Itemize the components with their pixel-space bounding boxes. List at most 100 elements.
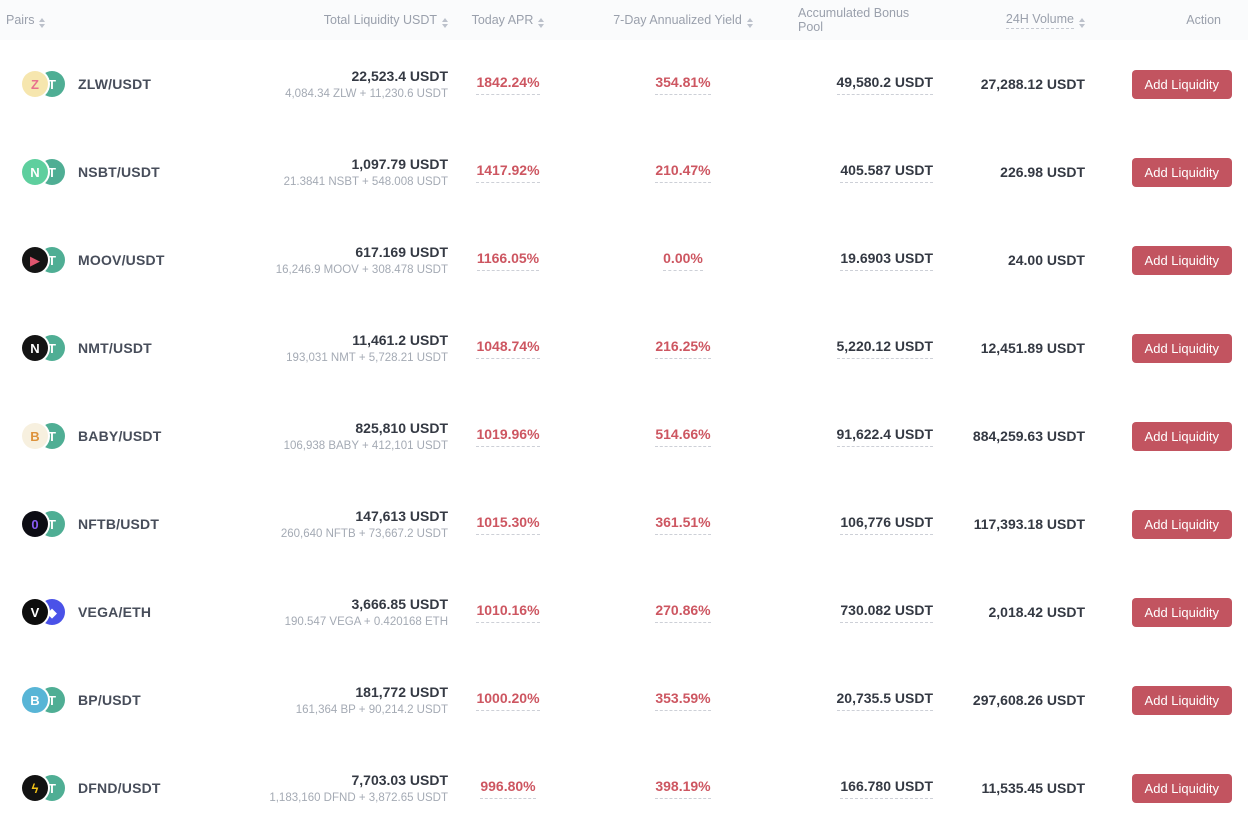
add-liquidity-button[interactable]: Add Liquidity [1131, 157, 1232, 187]
liquidity-composition: 190.547 VEGA + 0.420168 ETH [284, 616, 448, 628]
base-token-icon: V [22, 599, 48, 625]
pool-row: Z T ZLW/USDT 22,523.4 USDT 4,084.34 ZLW … [0, 40, 1248, 128]
liquidity-composition: 193,031 NMT + 5,728.21 USDT [286, 352, 448, 364]
today-apr-value: 1842.24% [476, 74, 540, 95]
bonus-pool-value: 730.082 USDT [840, 602, 933, 623]
pair-name: VEGA/ETH [78, 604, 152, 620]
base-token-icon: ϟ [22, 775, 48, 801]
action-cell: Add Liquidity [1085, 69, 1248, 99]
column-header-label: Accumulated Bonus Pool [798, 6, 910, 34]
bonus-pool-cell: 166.780 USDT [798, 778, 933, 799]
add-liquidity-button[interactable]: Add Liquidity [1131, 245, 1232, 275]
liquidity-composition: 4,084.34 ZLW + 11,230.6 USDT [285, 88, 448, 100]
total-liquidity-cell: 617.169 USDT 16,246.9 MOOV + 308.478 USD… [230, 244, 448, 276]
7day-yield-cell: 270.86% [568, 602, 798, 623]
total-liquidity-value: 22,523.4 USDT [351, 68, 449, 84]
today-apr-cell: 1166.05% [448, 250, 568, 271]
total-liquidity-value: 181,772 USDT [355, 684, 448, 700]
base-token-icon: Z [22, 71, 48, 97]
sort-icon [442, 17, 448, 28]
action-cell: Add Liquidity [1085, 245, 1248, 275]
24h-volume-value: 297,608.26 USDT [972, 692, 1085, 708]
pair-name: DFND/USDT [78, 780, 161, 796]
base-token-icon: B [22, 423, 48, 449]
today-apr-cell: 1417.92% [448, 162, 568, 183]
table-header: Pairs Total Liquidity USDT Today APR 7-D… [0, 0, 1248, 40]
column-header-bonus-pool: Accumulated Bonus Pool [798, 6, 933, 34]
today-apr-cell: 1019.96% [448, 426, 568, 447]
base-token-icon: 0 [22, 511, 48, 537]
bonus-pool-value: 166.780 USDT [840, 778, 933, 799]
bonus-pool-value: 91,622.4 USDT [836, 426, 933, 447]
pair-cell: 0 T NFTB/USDT [0, 511, 230, 537]
pool-row: N T NSBT/USDT 1,097.79 USDT 21.3841 NSBT… [0, 128, 1248, 216]
column-header-label: Total Liquidity USDT [323, 13, 437, 27]
today-apr-value: 1000.20% [476, 690, 540, 711]
add-liquidity-button[interactable]: Add Liquidity [1131, 773, 1232, 803]
7day-yield-value: 354.81% [655, 74, 711, 95]
action-cell: Add Liquidity [1085, 333, 1248, 363]
7day-yield-cell: 210.47% [568, 162, 798, 183]
bonus-pool-value: 49,580.2 USDT [836, 74, 933, 95]
bonus-pool-value: 405.587 USDT [840, 162, 933, 183]
pair-cell: V ◆ VEGA/ETH [0, 599, 230, 625]
sort-icon [39, 17, 46, 28]
add-liquidity-button[interactable]: Add Liquidity [1131, 597, 1232, 627]
pair-name: BABY/USDT [78, 428, 162, 444]
today-apr-cell: 1048.74% [448, 338, 568, 359]
add-liquidity-button[interactable]: Add Liquidity [1131, 69, 1232, 99]
pair-cell: B T BP/USDT [0, 687, 230, 713]
column-header-label: Action [1186, 13, 1221, 27]
liquidity-composition: 161,364 BP + 90,214.2 USDT [295, 704, 448, 716]
total-liquidity-value: 825,810 USDT [355, 420, 448, 436]
liquidity-composition: 260,640 NFTB + 73,667.2 USDT [280, 528, 448, 540]
add-liquidity-button[interactable]: Add Liquidity [1131, 421, 1232, 451]
pair-cell: ϟ T DFND/USDT [0, 775, 230, 801]
7day-yield-cell: 398.19% [568, 778, 798, 799]
7day-yield-cell: 0.00% [568, 250, 798, 271]
total-liquidity-value: 617.169 USDT [355, 244, 448, 260]
column-header-24h-volume[interactable]: 24H Volume [933, 12, 1085, 29]
24h-volume-value: 12,451.89 USDT [980, 340, 1085, 356]
add-liquidity-button[interactable]: Add Liquidity [1131, 333, 1232, 363]
24h-volume-value: 884,259.63 USDT [972, 428, 1085, 444]
column-header-7day-yield[interactable]: 7-Day Annualized Yield [568, 13, 798, 28]
today-apr-cell: 996.80% [448, 778, 568, 799]
add-liquidity-button[interactable]: Add Liquidity [1131, 685, 1232, 715]
pair-name: BP/USDT [78, 692, 141, 708]
pair-name: NFTB/USDT [78, 516, 160, 532]
7day-yield-value: 216.25% [655, 338, 711, 359]
today-apr-cell: 1000.20% [448, 690, 568, 711]
today-apr-cell: 1842.24% [448, 74, 568, 95]
column-header-pairs[interactable]: Pairs [0, 13, 230, 28]
total-liquidity-cell: 825,810 USDT 106,938 BABY + 412,101 USDT [230, 420, 448, 452]
total-liquidity-cell: 11,461.2 USDT 193,031 NMT + 5,728.21 USD… [230, 332, 448, 364]
action-cell: Add Liquidity [1085, 685, 1248, 715]
liquidity-composition: 106,938 BABY + 412,101 USDT [283, 440, 448, 452]
column-header-today-apr[interactable]: Today APR [448, 13, 568, 28]
24h-volume-value: 2,018.42 USDT [988, 604, 1086, 620]
24h-volume-value: 117,393.18 USDT [973, 516, 1085, 532]
pair-name: MOOV/USDT [78, 252, 165, 268]
pool-row: B T BABY/USDT 825,810 USDT 106,938 BABY … [0, 392, 1248, 480]
action-cell: Add Liquidity [1085, 773, 1248, 803]
7day-yield-cell: 514.66% [568, 426, 798, 447]
today-apr-value: 1010.16% [476, 602, 540, 623]
today-apr-value: 1019.96% [476, 426, 540, 447]
pair-name: NSBT/USDT [78, 164, 160, 180]
column-header-action: Action [1085, 13, 1248, 27]
base-token-icon: ▶ [22, 247, 48, 273]
sort-icon [538, 17, 545, 28]
column-header-label: 24H Volume [1005, 12, 1074, 29]
total-liquidity-value: 7,703.03 USDT [351, 772, 449, 788]
liquidity-composition: 1,183,160 DFND + 3,872.65 USDT [269, 792, 448, 804]
total-liquidity-cell: 3,666.85 USDT 190.547 VEGA + 0.420168 ET… [230, 596, 448, 628]
sort-icon [746, 17, 753, 28]
total-liquidity-value: 1,097.79 USDT [351, 156, 449, 172]
pool-row: N T NMT/USDT 11,461.2 USDT 193,031 NMT +… [0, 304, 1248, 392]
column-header-total-liquidity[interactable]: Total Liquidity USDT [230, 13, 448, 28]
add-liquidity-button[interactable]: Add Liquidity [1131, 509, 1232, 539]
24h-volume-value: 11,535.45 USDT [981, 780, 1085, 796]
liquidity-composition: 16,246.9 MOOV + 308.478 USDT [275, 264, 448, 276]
